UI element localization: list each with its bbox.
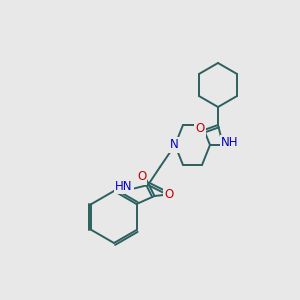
Text: O: O (164, 188, 174, 202)
Text: O: O (195, 122, 205, 136)
Text: N: N (169, 139, 178, 152)
Text: HN: HN (115, 179, 133, 193)
Text: O: O (137, 170, 146, 184)
Text: NH: NH (221, 136, 239, 149)
